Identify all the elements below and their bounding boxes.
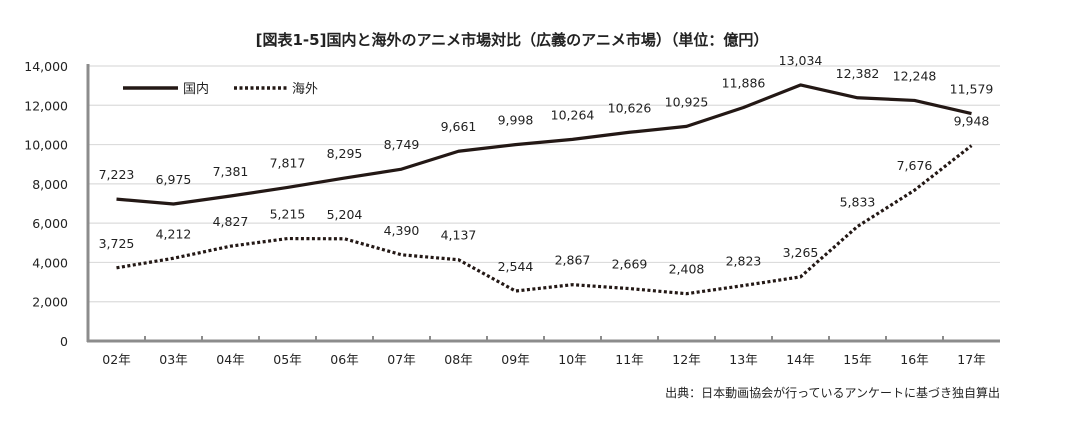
x-tick-label: 08年 — [444, 352, 472, 367]
x-tick-label: 13年 — [729, 352, 757, 367]
data-label: 2,669 — [612, 257, 648, 272]
data-label: 3,265 — [783, 245, 819, 260]
x-tick-label: 14年 — [786, 352, 814, 367]
data-label: 11,886 — [722, 76, 766, 91]
x-tick-label: 06年 — [330, 352, 358, 367]
data-label: 6,975 — [156, 172, 192, 187]
y-tick-label: 10,000 — [24, 138, 68, 153]
data-labels: 7,223 6,975 7,381 7,817 8,295 8,749 9,661 9,998… — [99, 53, 994, 277]
y-tick-label: 8,000 — [32, 177, 68, 192]
y-tick-label: 2,000 — [32, 295, 68, 310]
x-tick-label: 04年 — [216, 352, 244, 367]
data-label: 7,676 — [897, 158, 933, 173]
data-label: 12,248 — [893, 68, 937, 83]
source-note: 出典：日本動画協会が行っているアンケートに基づき独自算出 — [665, 385, 1000, 400]
data-label: 9,948 — [954, 114, 990, 129]
x-tick-label: 10年 — [558, 352, 586, 367]
legend-label-domestic: 国内 — [183, 81, 209, 97]
data-label: 2,823 — [726, 254, 762, 269]
legend: 国内 海外 — [123, 81, 318, 97]
data-label: 5,204 — [327, 207, 363, 222]
data-label: 10,626 — [608, 100, 652, 115]
data-label: 4,827 — [213, 214, 249, 229]
x-tick-label: 12年 — [672, 352, 700, 367]
x-tick-label: 02年 — [102, 352, 130, 367]
x-tick-label: 15年 — [843, 352, 871, 367]
x-tick-label: 17年 — [957, 352, 985, 367]
data-label: 5,215 — [270, 207, 306, 222]
y-tick-label: 6,000 — [32, 216, 68, 231]
y-tick-label: 0 — [60, 334, 68, 349]
series-line-overseas — [116, 144, 973, 296]
x-tick-label: 11年 — [615, 352, 643, 367]
series-line-domestic — [116, 83, 972, 206]
x-tick-label: 05年 — [273, 352, 301, 367]
data-label: 5,833 — [840, 194, 876, 209]
y-tick-label: 12,000 — [24, 98, 68, 113]
data-label: 12,382 — [836, 66, 880, 81]
data-label: 7,223 — [99, 167, 135, 182]
data-label: 13,034 — [779, 53, 823, 68]
data-label: 4,390 — [384, 223, 420, 238]
data-label: 8,749 — [384, 137, 420, 152]
chart-title: [図表1-5]国内と海外のアニメ市場対比（広義のアニメ市場）（単位：億円） — [256, 31, 769, 49]
x-axis-ticks: 02年 03年 04年 05年 06年 07年 08年 09年 10年 11年 12年 13年 14年 1… — [102, 336, 986, 367]
data-label: 4,137 — [441, 228, 477, 243]
data-label: 2,544 — [498, 259, 534, 274]
x-tick-label: 07年 — [387, 352, 415, 367]
data-label: 11,579 — [950, 82, 994, 97]
data-label: 2,408 — [669, 262, 705, 277]
x-tick-label: 09年 — [501, 352, 529, 367]
y-tick-label: 14,000 — [24, 59, 68, 74]
data-label: 7,817 — [270, 155, 306, 170]
data-label: 10,264 — [551, 107, 595, 122]
data-label: 10,925 — [665, 94, 709, 109]
y-tick-label: 4,000 — [32, 255, 68, 270]
data-label: 7,381 — [213, 164, 249, 179]
data-label: 9,998 — [498, 113, 534, 128]
data-label: 4,212 — [156, 226, 192, 241]
series-lines — [116, 83, 973, 296]
x-tick-label: 03年 — [159, 352, 187, 367]
data-label: 2,867 — [555, 253, 591, 268]
data-label: 3,725 — [99, 236, 135, 251]
y-axis-ticks: 0 2,000 4,000 6,000 8,000 10,000 12,000 14,000 — [24, 59, 68, 349]
data-label: 8,295 — [327, 146, 363, 161]
legend-label-overseas: 海外 — [292, 82, 318, 97]
x-tick-label: 16年 — [900, 352, 928, 367]
data-label: 9,661 — [441, 119, 477, 134]
